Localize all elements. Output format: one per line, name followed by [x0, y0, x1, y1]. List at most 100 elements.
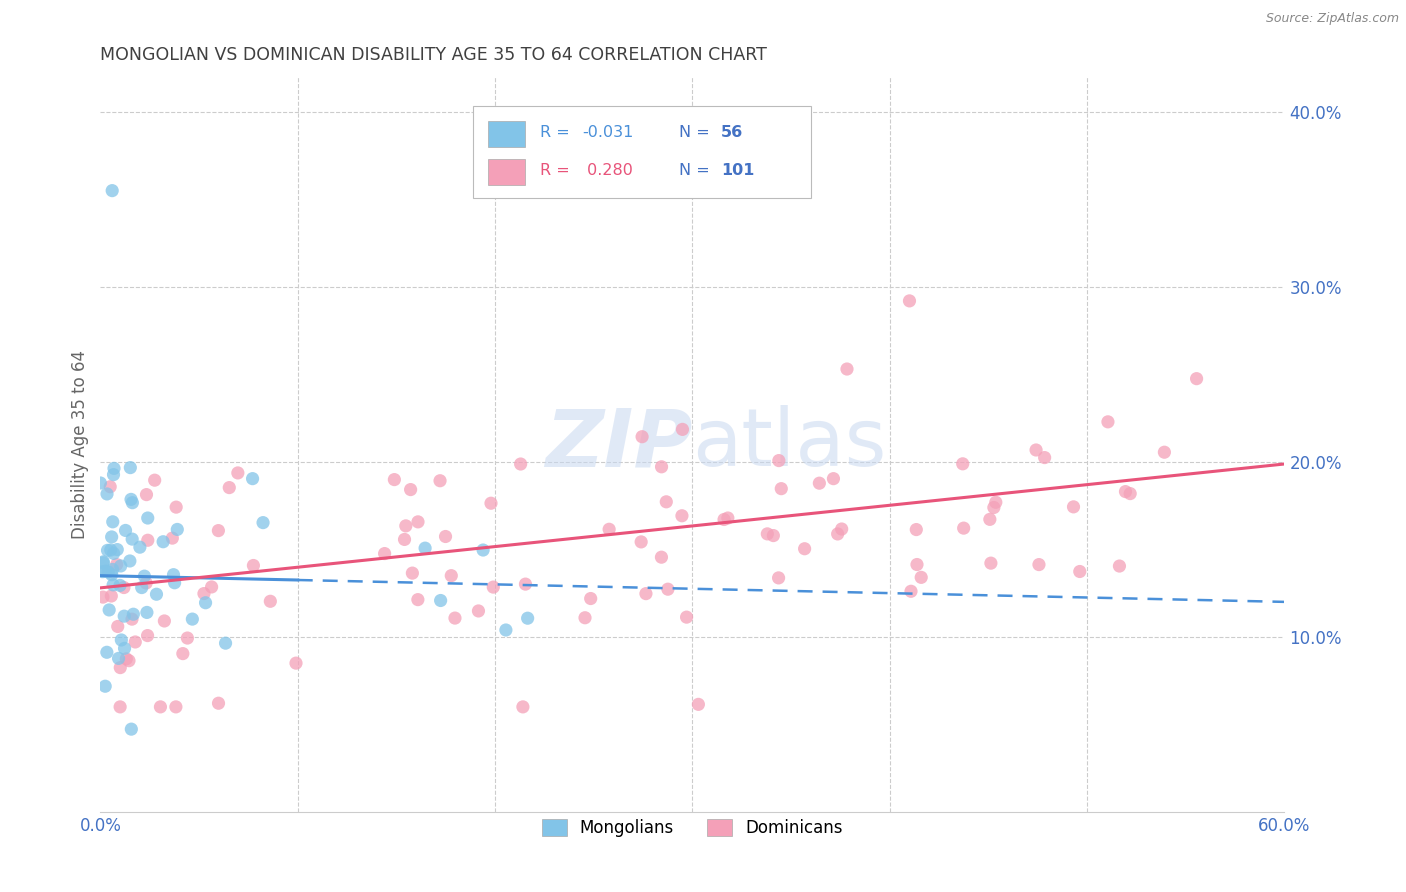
Point: [543, 148, 565, 162]
Point: [120, 460, 142, 475]
Point: [952, 521, 974, 535]
Point: [429, 593, 451, 607]
Point: [429, 474, 451, 488]
Point: [91, 590, 114, 604]
Point: [1185, 371, 1208, 385]
Point: [121, 532, 143, 546]
Point: [515, 577, 537, 591]
Text: 101: 101: [721, 162, 754, 178]
Point: [671, 422, 693, 436]
Point: [136, 629, 159, 643]
Point: [91, 555, 114, 569]
Point: [214, 636, 236, 650]
Point: [91, 565, 114, 579]
Point: [374, 547, 396, 561]
Point: [984, 495, 1007, 509]
Point: [905, 558, 928, 572]
Point: [122, 607, 145, 622]
Point: [153, 614, 176, 628]
Point: [655, 495, 678, 509]
Point: [165, 500, 187, 515]
Point: [172, 647, 194, 661]
Point: [136, 511, 159, 525]
Point: [1033, 450, 1056, 465]
Point: [406, 515, 429, 529]
Point: [434, 529, 457, 543]
Point: [394, 533, 416, 547]
Point: [165, 699, 187, 714]
Point: [118, 654, 141, 668]
Point: [1028, 558, 1050, 572]
Point: [107, 619, 129, 633]
Point: [979, 512, 1001, 526]
Point: [1025, 442, 1047, 457]
Text: MONGOLIAN VS DOMINICAN DISABILITY AGE 35 TO 64 CORRELATION CHART: MONGOLIAN VS DOMINICAN DISABILITY AGE 35…: [100, 46, 768, 64]
Point: [100, 543, 122, 558]
Point: [444, 611, 467, 625]
Point: [135, 576, 157, 591]
Point: [107, 651, 129, 665]
Point: [983, 500, 1005, 515]
Point: [194, 596, 217, 610]
Point: [579, 591, 602, 606]
Point: [121, 496, 143, 510]
Point: [808, 476, 831, 491]
Point: [89, 475, 111, 490]
Point: [98, 480, 121, 494]
Point: [574, 611, 596, 625]
Point: [96, 487, 118, 501]
Point: [176, 631, 198, 645]
Point: [675, 610, 697, 624]
Bar: [488, 159, 526, 185]
Point: [120, 722, 142, 736]
Point: [108, 578, 131, 592]
Point: [114, 641, 136, 656]
Point: [110, 632, 132, 647]
Text: Source: ZipAtlas.com: Source: ZipAtlas.com: [1265, 12, 1399, 25]
Point: [630, 535, 652, 549]
Point: [651, 459, 673, 474]
Point: [980, 556, 1002, 570]
Point: [756, 527, 779, 541]
Text: atlas: atlas: [692, 405, 887, 483]
Point: [634, 587, 657, 601]
Point: [252, 516, 274, 530]
Text: 0.280: 0.280: [582, 162, 633, 178]
Point: [145, 587, 167, 601]
Point: [898, 293, 921, 308]
Text: -0.031: -0.031: [582, 125, 634, 139]
Text: R =: R =: [540, 125, 575, 139]
Point: [112, 609, 135, 624]
Point: [131, 581, 153, 595]
Point: [793, 541, 815, 556]
Point: [259, 594, 281, 608]
Point: [91, 556, 114, 570]
Point: [98, 603, 121, 617]
FancyBboxPatch shape: [474, 106, 811, 198]
Bar: [488, 120, 526, 146]
Point: [101, 515, 124, 529]
Point: [97, 565, 120, 579]
Point: [395, 519, 418, 533]
Point: [713, 512, 735, 526]
Point: [118, 554, 141, 568]
Point: [768, 571, 790, 585]
Point: [105, 542, 128, 557]
Point: [835, 362, 858, 376]
Point: [688, 698, 710, 712]
Point: [1108, 559, 1130, 574]
Point: [226, 466, 249, 480]
Point: [1097, 415, 1119, 429]
Point: [242, 472, 264, 486]
Point: [143, 473, 166, 487]
Point: [200, 580, 222, 594]
Point: [103, 467, 125, 482]
Point: [823, 472, 845, 486]
Point: [134, 569, 156, 583]
Point: [162, 531, 184, 545]
Text: N =: N =: [679, 125, 716, 139]
Point: [509, 457, 531, 471]
Point: [479, 496, 502, 510]
Point: [1119, 486, 1142, 500]
Point: [952, 457, 974, 471]
